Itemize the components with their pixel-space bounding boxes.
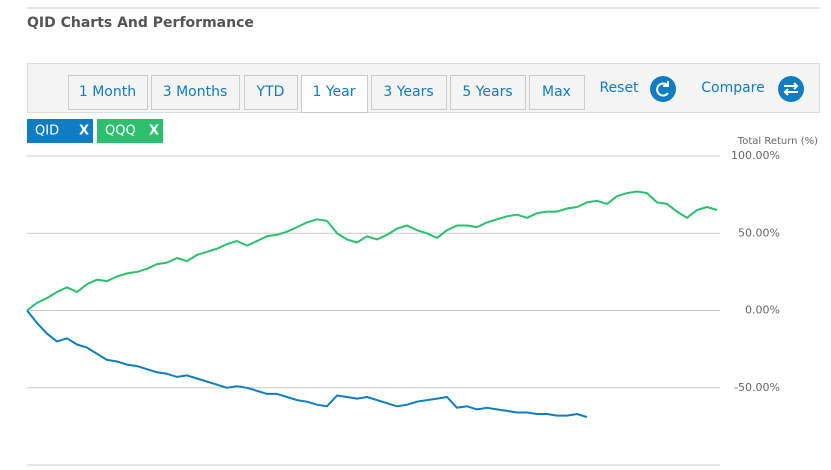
tab-label[interactable]: 1 Year [313,84,356,100]
legend-chip[interactable] [27,119,93,143]
y-tick-label: 0.00% [745,304,780,317]
tab[interactable] [371,75,447,110]
tab[interactable] [529,75,585,110]
tab-label[interactable]: 5 Years [462,84,512,100]
reset-icon[interactable] [650,76,676,102]
tab[interactable] [301,75,368,113]
y-tick-label: 50.00% [738,226,780,239]
tab[interactable] [151,75,240,110]
reset-button[interactable]: Reset [599,80,639,96]
tab-label[interactable]: 1 Month [79,84,136,100]
series-line [26,190,718,312]
legend-label: QID [35,124,59,139]
legend-close[interactable]: X [79,124,89,139]
tab[interactable] [68,75,148,110]
compare-glyph [783,82,799,96]
tab-label[interactable]: 3 Years [383,84,433,100]
tab-label[interactable]: Max [542,84,571,100]
chart-title: QID Charts And Performance [27,15,254,31]
compare-button[interactable]: Compare [701,80,765,96]
tab[interactable] [244,75,298,110]
tab[interactable] [450,75,526,110]
series-line [26,309,588,419]
tab-label[interactable]: YTD [256,84,285,100]
legend-close[interactable]: X [149,124,159,139]
reset-glyph [656,81,669,97]
tab-label[interactable]: 3 Months [163,84,228,100]
compare-icon[interactable] [778,76,804,102]
legend-chip[interactable] [97,119,163,143]
y-axis-label: Total Return (%) [737,136,818,147]
y-tick-label: 100.00% [731,149,780,162]
legend-label: QQQ [105,124,136,139]
y-tick-label: -50.00% [734,381,780,394]
